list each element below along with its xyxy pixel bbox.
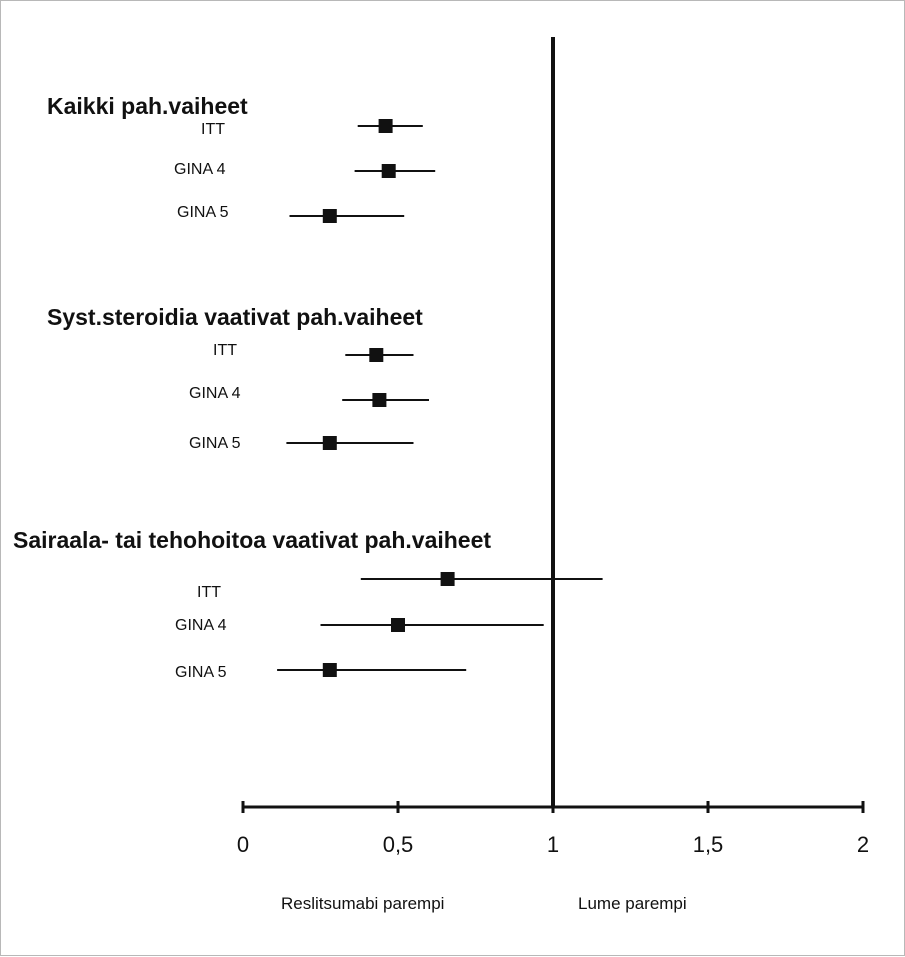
row-label: GINA 5 <box>177 204 229 221</box>
row-label: GINA 4 <box>175 617 227 634</box>
direction-label-right: Lume parempi <box>578 894 687 913</box>
point-estimate <box>322 209 337 223</box>
point-estimate <box>322 436 337 450</box>
point-estimate <box>391 618 405 632</box>
group-title: Syst.steroidia vaativat pah.vaiheet <box>47 304 423 330</box>
row-label: GINA 4 <box>174 161 226 178</box>
row-label: GINA 5 <box>175 664 227 681</box>
point-estimate <box>369 348 384 362</box>
x-tick-label: 1 <box>547 832 559 857</box>
point-estimate <box>372 393 387 407</box>
x-tick-label: 2 <box>857 832 869 857</box>
direction-label-left: Reslitsumabi parempi <box>281 894 444 913</box>
point-estimate <box>322 663 337 677</box>
x-tick-label: 0,5 <box>383 832 414 857</box>
row-label: ITT <box>213 342 237 359</box>
point-estimate <box>381 164 396 178</box>
row-label: GINA 4 <box>189 385 241 402</box>
point-estimate <box>378 119 393 133</box>
row-label: ITT <box>197 584 221 601</box>
row-label: ITT <box>201 121 225 138</box>
group-title: Kaikki pah.vaiheet <box>47 93 248 119</box>
group-title: Sairaala- tai tehohoitoa vaativat pah.va… <box>13 527 491 553</box>
x-tick-label: 1,5 <box>693 832 724 857</box>
row-label: GINA 5 <box>189 435 241 452</box>
point-estimate <box>440 572 455 586</box>
x-tick-label: 0 <box>237 832 249 857</box>
